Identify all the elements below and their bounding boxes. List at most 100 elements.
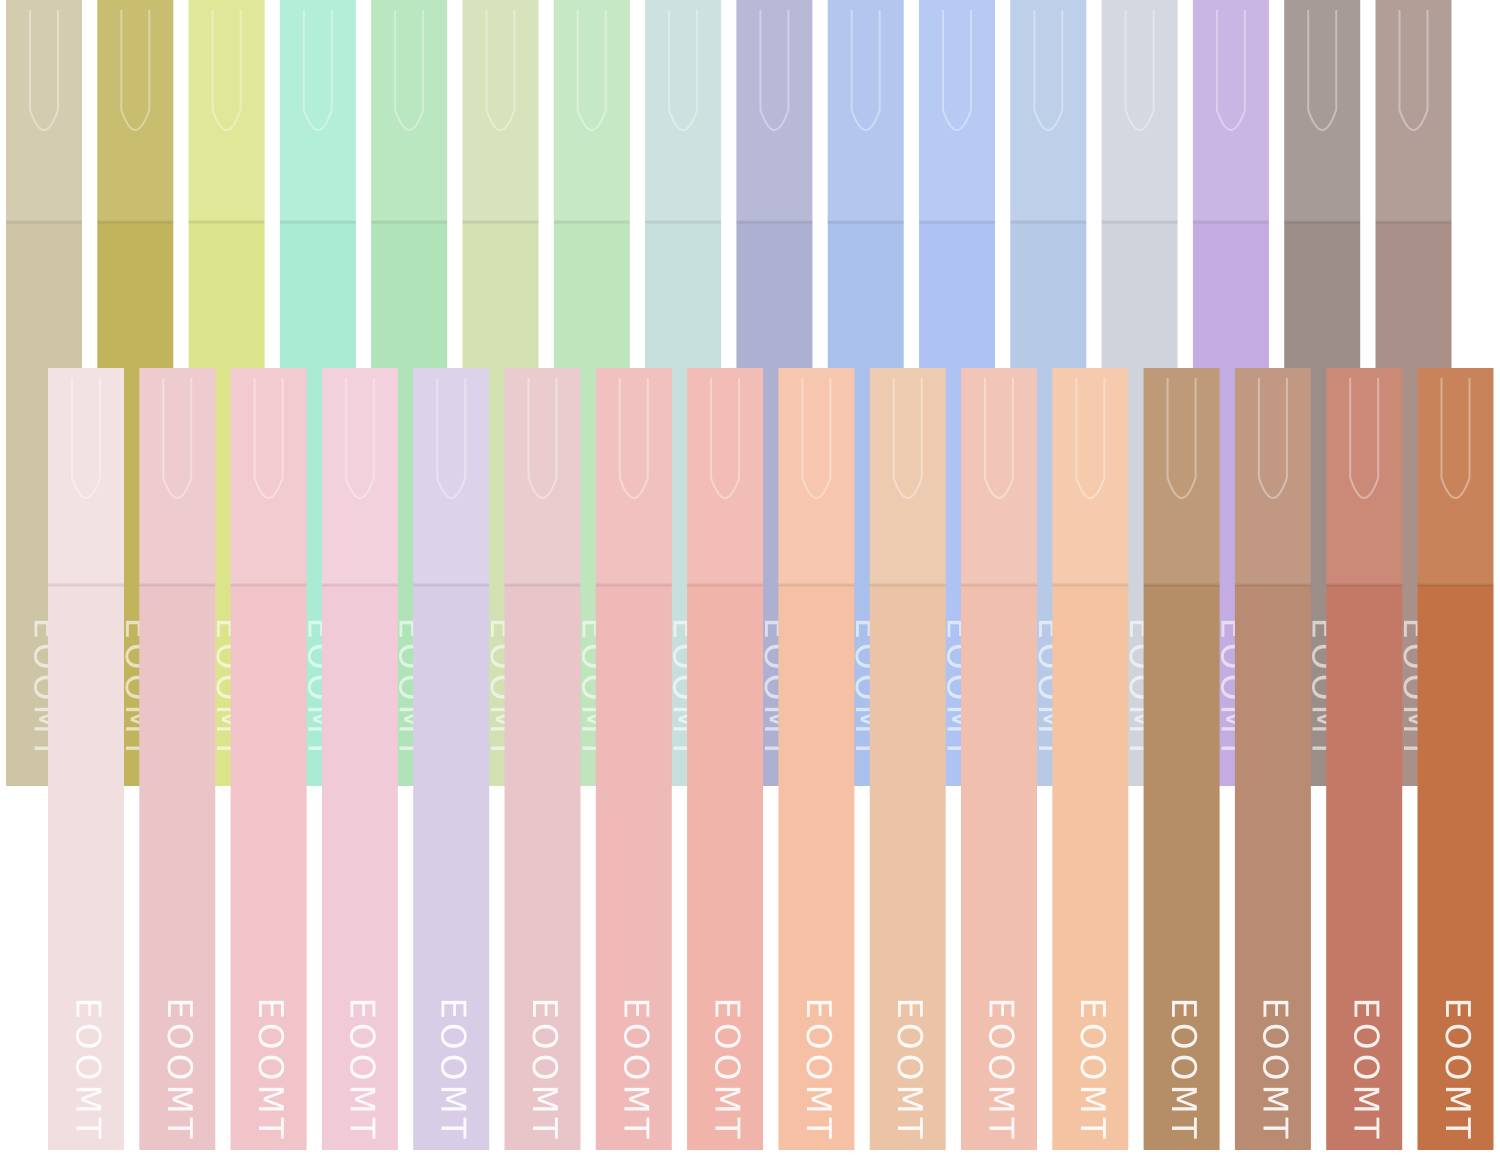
cap-ridge <box>801 378 832 499</box>
cap-ridge <box>576 10 607 131</box>
marker-cap-shade <box>188 0 265 222</box>
cap-ridge <box>485 10 516 131</box>
marker-cap-shade <box>869 368 946 585</box>
marker-cap-shade <box>961 368 1037 585</box>
brand-label: EOOMT <box>1072 997 1112 1142</box>
highlighter: EOOMT <box>413 368 490 1150</box>
cap-ridge <box>344 378 375 499</box>
brand-label: EOOMT <box>524 997 564 1142</box>
brand-label: EOOMT <box>159 997 199 1142</box>
cap-ridge <box>394 10 425 131</box>
cap-ridge <box>162 378 193 499</box>
marker-body <box>1326 368 1403 1150</box>
highlighter: EOOMT <box>1417 368 1494 1150</box>
marker-cap-shade <box>230 368 307 585</box>
cap-ridge <box>1215 10 1246 131</box>
marker-body <box>961 368 1037 1150</box>
brand-label: EOOMT <box>1346 997 1386 1142</box>
highlighter: EOOMT <box>139 368 216 1150</box>
marker-body <box>139 368 216 1150</box>
cap-ridge <box>892 378 923 499</box>
marker-cap-shade <box>1192 0 1269 222</box>
cap-ridge <box>1166 378 1197 499</box>
brand-label: EOOMT <box>615 997 655 1142</box>
marker-cap-shade <box>1234 368 1311 585</box>
marker-cap-shade <box>1375 0 1452 222</box>
marker-cap-shade <box>687 368 764 585</box>
highlighter: EOOMT <box>321 368 398 1150</box>
highlighter: EOOMT <box>778 368 855 1150</box>
cap-ridge <box>1440 378 1471 499</box>
brand-label: EOOMT <box>341 997 381 1142</box>
cap-ridge <box>850 10 881 131</box>
cap-ridge <box>211 10 242 131</box>
marker-body <box>1234 368 1311 1150</box>
brand-label: EOOMT <box>1254 997 1294 1142</box>
marker-cap-shade <box>462 0 539 222</box>
marker-cap-shade <box>97 0 174 222</box>
highlighter: EOOMT <box>1234 368 1311 1150</box>
cap-ridge <box>29 10 59 131</box>
cap-ridge <box>436 378 467 499</box>
brand-label: EOOMT <box>798 997 838 1142</box>
brand-label: EOOMT <box>889 997 929 1142</box>
highlighter: EOOMT <box>1143 368 1220 1150</box>
highlighter: EOOMT <box>1052 368 1129 1150</box>
marker-body <box>321 368 398 1150</box>
marker-cap-shade <box>371 0 448 222</box>
cap-ridge <box>1257 378 1288 499</box>
marker-body <box>48 368 124 1150</box>
marker-body <box>595 368 672 1150</box>
brand-label: EOOMT <box>707 997 747 1142</box>
marker-cap-shade <box>48 368 124 585</box>
marker-cap-shade <box>6 0 82 222</box>
marker-cap-shade <box>595 368 672 585</box>
cap-ridge <box>120 10 151 131</box>
cap-ridge <box>1398 10 1429 131</box>
cap-ridge <box>302 10 333 131</box>
marker-body <box>504 368 581 1150</box>
brand-label: EOOMT <box>250 997 290 1142</box>
marker-body <box>1052 368 1129 1150</box>
brand-label: EOOMT <box>981 997 1021 1142</box>
highlighter: EOOMT <box>961 368 1037 1150</box>
cap-ridge <box>942 10 972 131</box>
cap-ridge <box>710 378 741 499</box>
highlighter: EOOMT <box>869 368 946 1150</box>
brand-label: EOOMT <box>68 997 108 1142</box>
marker-body <box>413 368 490 1150</box>
cap-ridge <box>1124 10 1155 131</box>
marker-cap-shade <box>1010 0 1087 222</box>
marker-body <box>869 368 946 1150</box>
marker-cap-shade <box>1284 0 1361 222</box>
brand-label: EOOMT <box>1437 997 1477 1142</box>
brand-label: EOOMT <box>1163 997 1203 1142</box>
highlighter: EOOMT <box>48 368 124 1150</box>
highlighter: EOOMT <box>504 368 581 1150</box>
marker-cap-shade <box>1143 368 1220 585</box>
marker-cap-shade <box>736 0 813 222</box>
marker-cap-shade <box>919 0 995 222</box>
marker-cap-shade <box>778 368 855 585</box>
cap-ridge <box>527 378 558 499</box>
cap-ridge <box>618 378 649 499</box>
highlighter: EOOMT <box>687 368 764 1150</box>
highlighter: EOOMT <box>230 368 307 1150</box>
marker-cap-shade <box>279 0 356 222</box>
cap-ridge <box>1033 10 1064 131</box>
marker-cap-shade <box>1326 368 1403 585</box>
marker-cap-shade <box>504 368 581 585</box>
cap-ridge <box>1075 378 1106 499</box>
cap-ridge <box>1307 10 1338 131</box>
marker-body <box>1143 368 1220 1150</box>
marker-cap-shade <box>1052 368 1129 585</box>
marker-cap-shade <box>413 368 490 585</box>
cap-ridge <box>253 378 284 499</box>
marker-body <box>687 368 764 1150</box>
cap-ridge <box>759 10 790 131</box>
marker-body <box>1417 368 1494 1150</box>
highlighter: EOOMT <box>595 368 672 1150</box>
marker-cap-shade <box>321 368 398 585</box>
cap-ridge <box>668 10 699 131</box>
